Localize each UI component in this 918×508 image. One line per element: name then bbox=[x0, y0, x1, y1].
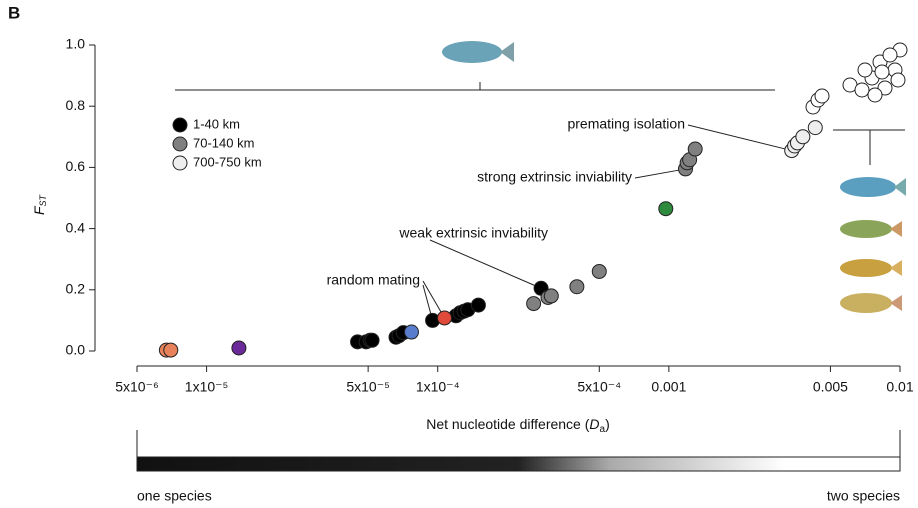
side-cluster bbox=[806, 43, 907, 114]
annotation: strong extrinsic inviability bbox=[477, 169, 632, 185]
point bbox=[438, 311, 452, 325]
x-axis-title: Net nucleotide difference (Da) bbox=[426, 416, 610, 435]
y-tick-label: 0.4 bbox=[66, 219, 86, 235]
point bbox=[544, 289, 558, 303]
x-tick-label: 1x10⁻⁴ bbox=[416, 379, 460, 395]
y-axis-title: FST bbox=[31, 193, 49, 215]
point bbox=[471, 298, 485, 312]
annotation: random mating bbox=[327, 272, 420, 288]
scale-label: one species bbox=[137, 488, 212, 504]
x-tick-label: 1x10⁻⁵ bbox=[185, 379, 229, 395]
point bbox=[659, 202, 673, 216]
y-tick-label: 0.2 bbox=[66, 281, 86, 297]
legend-marker bbox=[173, 156, 187, 170]
legend-label: 70-140 km bbox=[193, 135, 254, 150]
annotation: weak extrinsic inviability bbox=[398, 225, 548, 241]
legend-label: 1-40 km bbox=[193, 116, 240, 131]
point bbox=[592, 264, 606, 278]
scale-label: two species bbox=[827, 488, 900, 504]
x-tick-label: 0.01 bbox=[886, 379, 913, 395]
panel-label: B bbox=[8, 3, 20, 22]
species-scale bbox=[137, 430, 900, 471]
x-tick-label: 0.001 bbox=[651, 379, 686, 395]
point bbox=[232, 341, 246, 355]
y-tick-label: 1.0 bbox=[66, 36, 86, 52]
x-tick-label: 5x10⁻⁵ bbox=[346, 379, 390, 395]
y-tick-label: 0.0 bbox=[66, 342, 86, 358]
leader-line bbox=[635, 169, 685, 178]
legend-marker bbox=[173, 137, 187, 151]
x-tick-label: 5x10⁻⁴ bbox=[577, 379, 621, 395]
y-tick-label: 0.6 bbox=[66, 158, 86, 174]
annotation: premating isolation bbox=[567, 116, 685, 132]
point bbox=[164, 343, 178, 357]
point bbox=[527, 297, 541, 311]
leader-line bbox=[430, 240, 541, 288]
figure: B Net nucleotide difference (Da) FST one… bbox=[0, 0, 918, 508]
leader-line bbox=[688, 125, 792, 151]
point bbox=[808, 121, 822, 135]
x-tick-label: 0.005 bbox=[813, 379, 848, 395]
point bbox=[570, 280, 584, 294]
legend-marker bbox=[173, 118, 187, 132]
point bbox=[688, 142, 702, 156]
y-tick-label: 0.8 bbox=[66, 97, 86, 113]
legend-label: 700-750 km bbox=[193, 154, 262, 169]
point bbox=[365, 333, 379, 347]
x-tick-label: 5x10⁻⁶ bbox=[115, 379, 159, 395]
point bbox=[796, 130, 810, 144]
point bbox=[404, 325, 418, 339]
